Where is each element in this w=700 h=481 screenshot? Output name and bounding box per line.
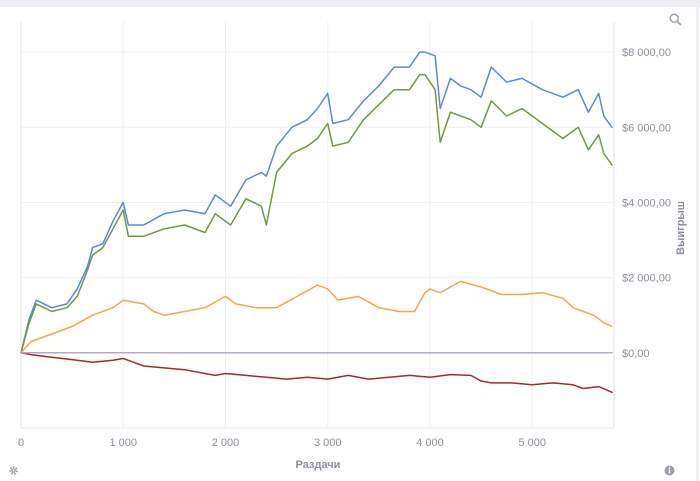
y-tick-label: $4 000,00 [622,197,671,209]
series-lines [20,51,613,394]
chart-panel [0,7,699,481]
y-tick-label: $2 000,00 [622,273,671,285]
y-tick-label: $8 000,00 [622,47,671,59]
series-line-2 [20,73,613,354]
window-top-bar [0,0,700,7]
y-axis-title: Выигрыш [675,201,687,255]
gear-icon[interactable] [6,463,20,477]
x-tick-label: 2 000 [212,437,240,449]
series-line-4 [20,352,613,394]
x-tick-label: 3 000 [314,437,342,449]
x-tick-label: 5 000 [518,437,546,449]
series-line-1 [20,51,613,354]
x-axis-title: Раздачи [296,459,341,471]
y-tick-label: $0,00 [622,348,650,360]
x-tick-label: 0 [18,437,24,449]
info-icon[interactable] [662,463,676,477]
grid-lines [20,22,615,429]
series-line-3 [20,280,613,354]
y-axis-ticks: $0,00 $2 000,00 $4 000,00 $6 000,00 $8 000,0… [622,47,671,360]
x-axis-ticks: 0 1 000 2 000 3 000 4 000 5 000 [18,437,546,449]
x-tick-label: 1 000 [109,437,137,449]
x-tick-label: 4 000 [416,437,444,449]
y-tick-label: $6 000,00 [622,122,671,134]
zoom-icon[interactable] [668,12,682,26]
